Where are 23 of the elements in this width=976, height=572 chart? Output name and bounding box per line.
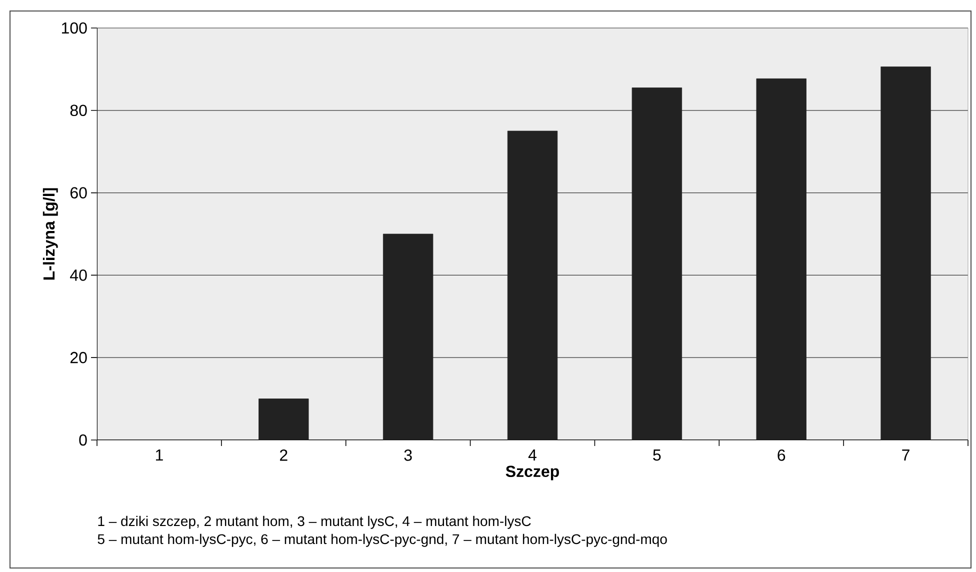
y-tick-label: 80: [70, 104, 87, 116]
bar: [756, 78, 806, 440]
text: 5 – mutant hom-lysC-pyc, 6 – mutant hom-lysC-pyc-gnd, 7 – mutant hom-lysC-pyc-gnd-mqo: [98, 534, 667, 547]
y-tick-label: 20: [70, 352, 87, 364]
bar: [258, 398, 309, 440]
y-tick-label: 100: [62, 22, 87, 34]
x-tick-label: 5: [653, 450, 661, 461]
x-tick-label: 2: [280, 450, 288, 461]
x-axis-title: Szczep: [506, 466, 559, 480]
bar: [382, 234, 434, 440]
y-axis-title: L-lizyna [g/l]: [42, 188, 58, 280]
y-tick-label: 60: [70, 187, 87, 198]
x-tick-label: 3: [404, 450, 412, 461]
bar: [880, 66, 931, 440]
text: 1 – dziki szczep, 2 mutant hom, 3 – mutant lysC, 4 – mutant hom-lysC: [98, 516, 531, 529]
y-tick-label: 0: [79, 434, 87, 446]
bar: [507, 130, 558, 440]
x-tick-label: 1: [156, 450, 163, 461]
x-tick-label: 6: [778, 450, 786, 461]
y-tick-label: 40: [70, 270, 87, 281]
x-tick-label: 7: [902, 450, 910, 461]
bar: [632, 88, 682, 440]
x-tick-label: 4: [528, 450, 536, 461]
